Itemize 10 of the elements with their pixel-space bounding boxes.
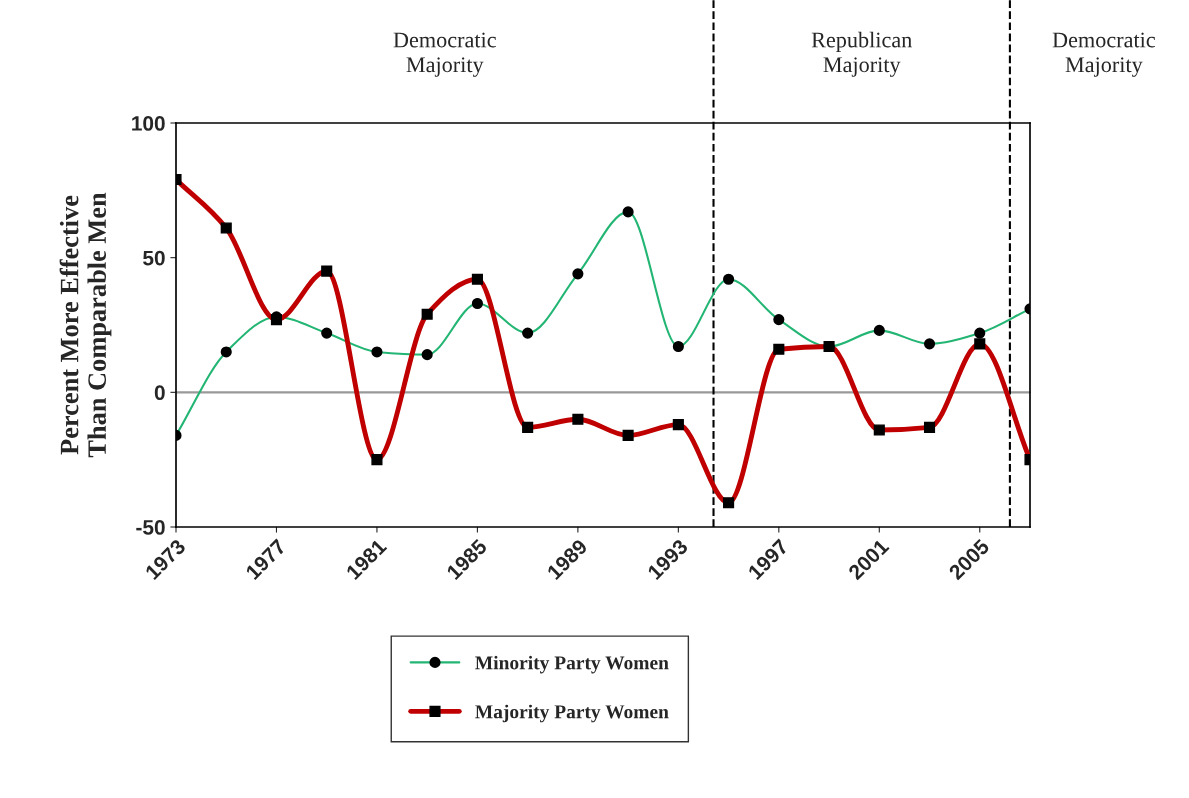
y-axis-title: Percent More Effective Than Comparable Men [59,192,112,458]
text: Democratic Majority [393,32,496,77]
y-tick-label: 100 [132,116,165,131]
y-tick-label: 0 [154,385,165,401]
y-tick-label: 50 [143,250,165,266]
legend-label: Minority Party Women [475,655,669,674]
text: Republican Majority [811,31,912,77]
y-tick-label: -50 [136,520,165,535]
text: Democratic Majority [1052,32,1155,77]
legend-label: Majority Party Women [475,704,669,723]
